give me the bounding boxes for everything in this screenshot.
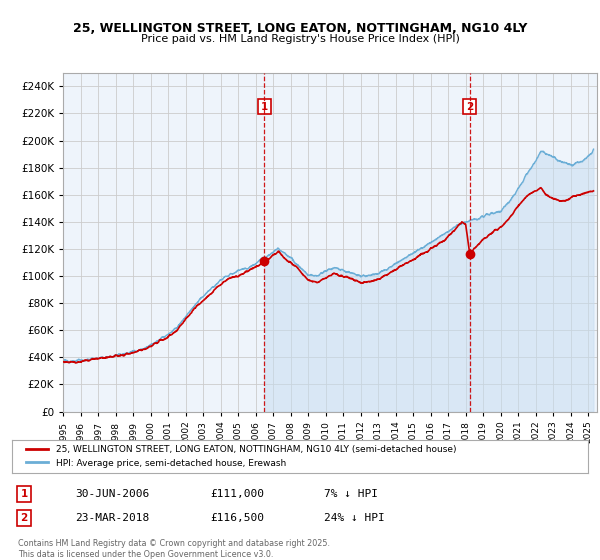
Text: £111,000: £111,000 (210, 489, 264, 499)
Text: 2: 2 (466, 102, 473, 111)
Text: £116,500: £116,500 (210, 513, 264, 523)
Text: 1: 1 (20, 489, 28, 499)
Text: 30-JUN-2006: 30-JUN-2006 (75, 489, 149, 499)
Text: 1: 1 (260, 102, 268, 111)
Legend: 25, WELLINGTON STREET, LONG EATON, NOTTINGHAM, NG10 4LY (semi-detached house), H: 25, WELLINGTON STREET, LONG EATON, NOTTI… (22, 441, 460, 472)
Text: 7% ↓ HPI: 7% ↓ HPI (324, 489, 378, 499)
Text: Contains HM Land Registry data © Crown copyright and database right 2025.
This d: Contains HM Land Registry data © Crown c… (18, 539, 330, 559)
Text: Price paid vs. HM Land Registry's House Price Index (HPI): Price paid vs. HM Land Registry's House … (140, 34, 460, 44)
Text: 25, WELLINGTON STREET, LONG EATON, NOTTINGHAM, NG10 4LY: 25, WELLINGTON STREET, LONG EATON, NOTTI… (73, 22, 527, 35)
Text: 24% ↓ HPI: 24% ↓ HPI (324, 513, 385, 523)
Text: 23-MAR-2018: 23-MAR-2018 (75, 513, 149, 523)
Text: 2: 2 (20, 513, 28, 523)
